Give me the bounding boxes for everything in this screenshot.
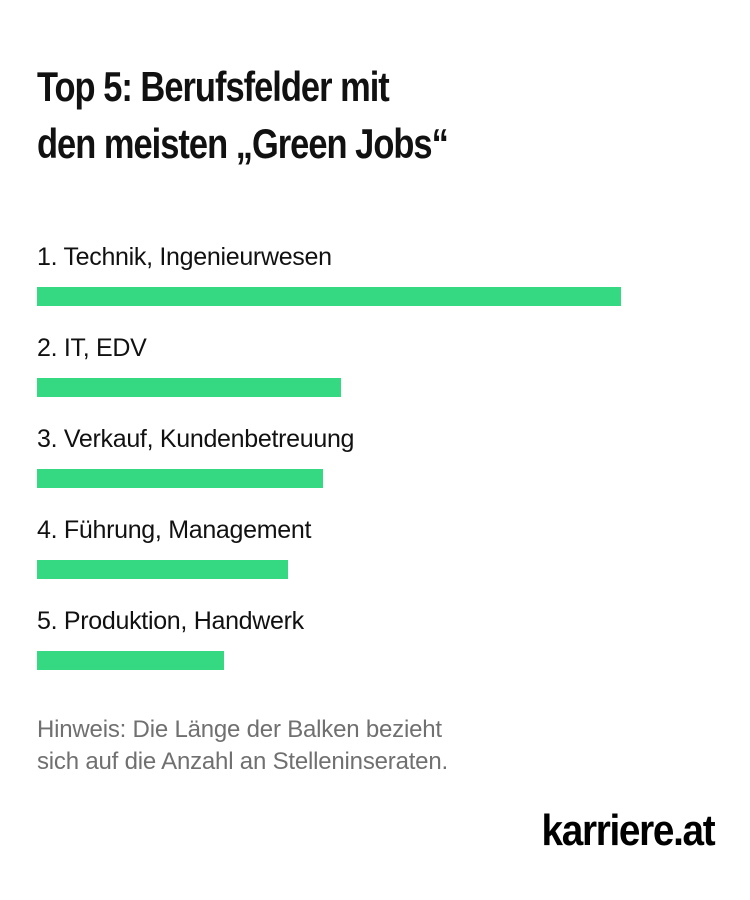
category-label: 1. Technik, Ingenieurwesen: [37, 243, 332, 271]
bar-chart: 1. Technik, Ingenieurwesen 2. IT, EDV 3. V…: [37, 240, 637, 695]
bar: [37, 469, 324, 488]
bar-row: 3. Verkauf, Kundenbetreuung: [37, 422, 637, 513]
bar-track: [37, 287, 621, 306]
chart-title-line-1: Top 5: Berufsfelder mit: [37, 63, 390, 110]
chart-title: Top 5: Berufsfelder mit den meisten „Gre…: [37, 58, 562, 172]
bar: [37, 287, 621, 306]
bar-row: 2. IT, EDV: [37, 331, 637, 422]
bar-row: 4. Führung, Management: [37, 513, 637, 604]
chart-title-line-2: den meisten „Green Jobs“: [37, 120, 449, 167]
category-label: 5. Produktion, Handwerk: [37, 607, 304, 635]
footnote-line-1: Hinweis: Die Länge der Balken bezieht: [37, 716, 442, 743]
bar: [37, 560, 289, 579]
bar: [37, 378, 341, 397]
category-label: 2. IT, EDV: [37, 334, 147, 362]
bar-track: [37, 560, 621, 579]
footnote: Hinweis: Die Länge der Balken bezieht si…: [37, 714, 637, 778]
brand-logo: karriere.at: [541, 806, 715, 855]
bar-track: [37, 651, 621, 670]
category-label: 4. Führung, Management: [37, 516, 312, 544]
bar-row: 1. Technik, Ingenieurwesen: [37, 240, 637, 331]
bar-track: [37, 469, 621, 488]
category-label: 3. Verkauf, Kundenbetreuung: [37, 425, 355, 453]
footnote-line-2: sich auf die Anzahl an Stelleninseraten.: [37, 748, 448, 775]
bar: [37, 651, 224, 670]
bar-row: 5. Produktion, Handwerk: [37, 604, 637, 695]
bar-track: [37, 378, 621, 397]
